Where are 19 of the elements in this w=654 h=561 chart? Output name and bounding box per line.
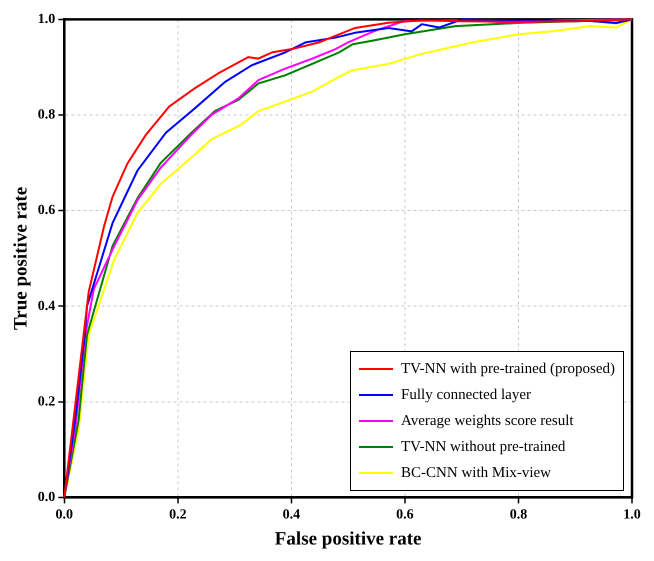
y-axis-title: True positive rate	[10, 186, 32, 330]
y-tick-label: 0.2	[38, 394, 56, 410]
x-tick-label: 0.2	[169, 507, 187, 522]
legend-label: Fully connected layer	[401, 386, 531, 404]
x-axis-title: False positive rate	[274, 528, 422, 550]
y-tick-label: 1.0	[38, 12, 56, 28]
x-tick-label: 0.0	[56, 507, 74, 522]
legend-label: BC-CNN with Mix-view	[401, 464, 552, 482]
y-tick-label: 0.6	[38, 203, 56, 218]
legend-label: Average weights score result	[401, 412, 574, 430]
x-tick-label: 1.0	[623, 507, 641, 522]
x-tick-label: 0.4	[282, 507, 300, 522]
y-tick-label: 0.8	[38, 108, 56, 123]
y-tick-label: 0.0	[38, 490, 56, 506]
legend-label: TV-NN with pre-trained (proposed)	[401, 360, 615, 378]
y-tick-label: 0.4	[38, 298, 56, 314]
legend-label: TV-NN without pre-trained	[401, 438, 566, 456]
x-tick-label: 0.8	[510, 507, 528, 522]
x-tick-label: 0.6	[396, 507, 414, 522]
